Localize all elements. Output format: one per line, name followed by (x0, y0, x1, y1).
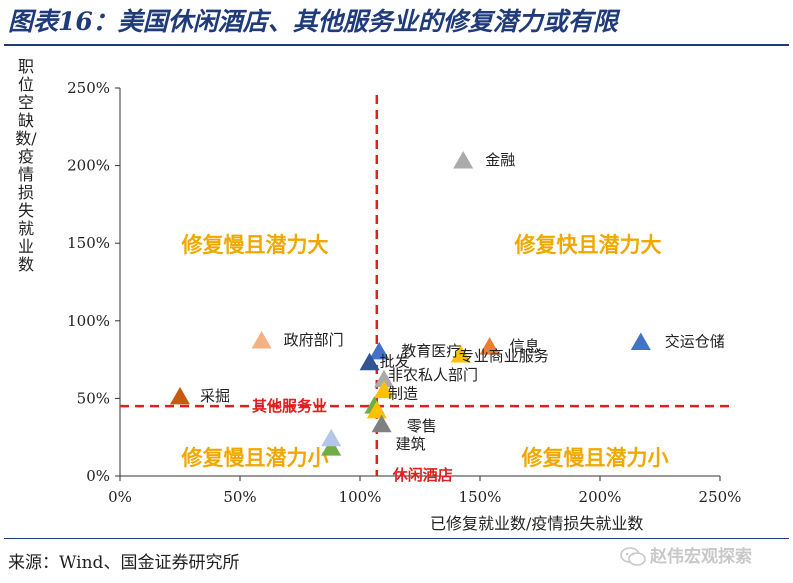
data-label: 零售 (407, 417, 437, 435)
data-point (453, 150, 474, 169)
data-point (321, 428, 342, 447)
tick-group: 0% 50% 100% 150% 200% 250% 0% 50% 100% 150% 200% 25… (67, 79, 741, 506)
data-point (369, 341, 390, 360)
x-tick-label: 50% (223, 488, 256, 506)
x-tick-label: 150% (459, 488, 502, 506)
x-tick-label: 0% (108, 488, 132, 506)
x-tick-label: 100% (339, 488, 382, 506)
data-label: 制造 (388, 385, 418, 403)
watermark-text: 赵伟宏观探索 (650, 547, 752, 567)
data-point (450, 344, 471, 363)
data-label: 批发 (380, 353, 410, 371)
axes (119, 88, 720, 477)
data-point (374, 380, 394, 399)
data-label: 金融 (485, 151, 515, 169)
data-label: 专业商业服务 (459, 347, 549, 365)
y-tick-label: 250% (67, 79, 110, 97)
data-label: 教育医疗 (401, 342, 461, 360)
source-note: 来源：Wind、国金证券研究所 (8, 553, 240, 573)
quadrant-label-bottom-right: 修复慢且潜力小 (521, 446, 669, 470)
quadrant-label-top-left: 修复慢且潜力大 (181, 233, 329, 257)
data-point (630, 332, 651, 351)
y-tick-label: 0% (86, 467, 110, 485)
data-point (479, 337, 500, 355)
data-point (170, 386, 190, 405)
y-axis-label: 职位空缺数/疫情损失就业数 (15, 57, 37, 274)
data-point (371, 414, 392, 433)
data-point (366, 400, 387, 419)
x-axis-label: 已修复就业数/疫情损失就业数 (430, 514, 644, 533)
data-point (321, 438, 342, 456)
quadrant-label-bottom-left: 修复慢且潜力小 (181, 446, 329, 470)
y-tick-label: 150% (67, 234, 110, 252)
data-label: 采掘 (200, 387, 230, 405)
figure-title: 图表16：美国休闲酒店、其他服务业的修复潜力或有限 (8, 7, 618, 36)
data-point (251, 330, 272, 349)
quadrant-label-top-right: 修复快且潜力大 (514, 233, 662, 257)
y-tick-label: 100% (67, 312, 110, 330)
watermark: 赵伟宏观探索 (620, 542, 752, 572)
y-tick-label: 200% (67, 157, 110, 175)
data-label: 交运仓储 (665, 333, 725, 351)
data-label: 建筑 (396, 435, 426, 453)
wechat-icon (620, 547, 646, 566)
source-divider (4, 538, 789, 539)
x-tick-label: 250% (699, 488, 742, 506)
reference-label-horizontal: 其他服务业 (252, 397, 327, 415)
data-label: 政府部门 (284, 331, 344, 349)
y-tick-label: 50% (77, 389, 110, 407)
title-divider (4, 44, 789, 46)
data-point (374, 369, 394, 388)
data-label: 非农私人部门 (388, 366, 478, 384)
data-point (359, 352, 380, 371)
reference-label-vertical: 休闲酒店 (392, 466, 453, 484)
data-label: 信息 (510, 337, 540, 355)
x-tick-label: 200% (579, 488, 622, 506)
